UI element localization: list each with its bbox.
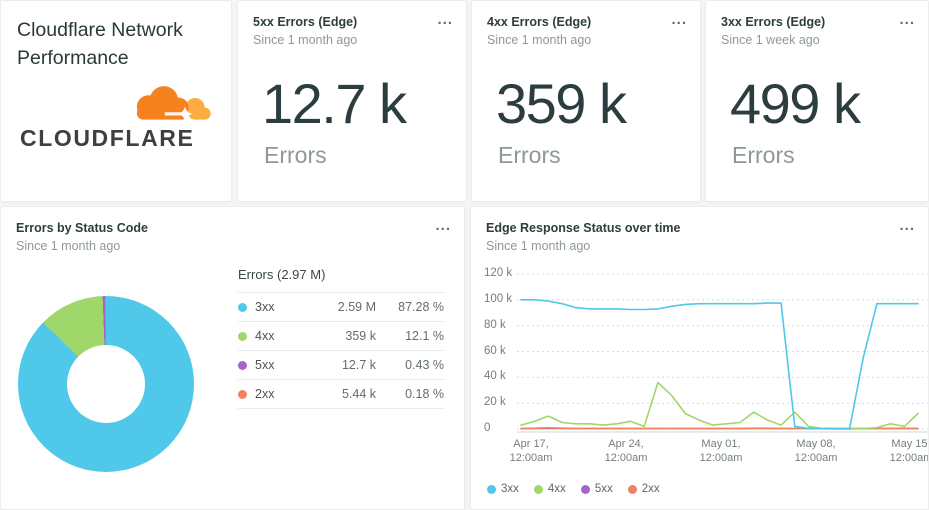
series-dot-4xx: [238, 331, 247, 341]
row-value: 12.7 k: [341, 358, 376, 372]
x-axis-tick: May 15, 12:00am: [889, 438, 929, 464]
legend-label: 5xx: [594, 483, 613, 495]
stat-unit-label: Errors: [264, 142, 327, 168]
row-percent: 87.28 %: [398, 300, 444, 314]
y-axis-tick: 100 k: [484, 293, 513, 305]
timeseries-legend: 3xx 4xx 5xx 2xx: [487, 483, 660, 495]
donut-legend-title: Errors (2.97 M): [238, 267, 444, 293]
table-row-5xx[interactable]: 5xx 12.7 k 0.43 %: [238, 351, 444, 380]
card-subtitle: Since 1 month ago: [16, 239, 121, 253]
series-dot-2xx: [627, 484, 637, 494]
row-label: 5xx: [255, 358, 275, 372]
stat-unit-label: Errors: [732, 142, 795, 168]
cloudflare-cloud-icon: [136, 86, 211, 122]
dashboard-title: Cloudflare Network Performance: [17, 19, 183, 69]
stat-card-3xx: 3xx Errors (Edge) Since 1 week ago ... 4…: [705, 0, 929, 202]
row-value: 2.59 M: [337, 300, 376, 314]
table-row-2xx[interactable]: 2xx 5.44 k 0.18 %: [238, 380, 444, 409]
donut-legend-table: Errors (2.97 M) 3xx 2.59 M 87.28 % 4xx 3…: [238, 267, 444, 409]
legend-label: 4xx: [547, 483, 566, 495]
row-label: 2xx: [255, 387, 275, 401]
card-menu-icon[interactable]: ...: [899, 11, 915, 28]
card-subtitle: Since 1 week ago: [721, 33, 820, 47]
row-percent: 0.18 %: [405, 387, 444, 401]
y-axis-tick: 80 k: [484, 319, 506, 331]
stat-card-4xx: 4xx Errors (Edge) Since 1 month ago ... …: [471, 0, 701, 202]
errors-by-status-card: Errors by Status Code Since 1 month ago …: [0, 206, 465, 510]
card-subtitle: Since 1 month ago: [487, 33, 592, 47]
legend-label: 3xx: [501, 483, 519, 495]
y-axis-tick: 60 k: [484, 345, 506, 357]
card-menu-icon[interactable]: ...: [435, 217, 451, 234]
row-label: 4xx: [255, 329, 275, 343]
row-value: 5.44 k: [341, 387, 376, 401]
y-axis-tick: 40 k: [484, 370, 506, 382]
card-header: Edge Response Status over time Since 1 m…: [486, 217, 915, 253]
series-dot-5xx: [580, 484, 590, 494]
timeseries-plot[interactable]: [471, 267, 929, 442]
row-label: 3xx: [255, 300, 275, 314]
row-percent: 0.43 %: [405, 358, 444, 372]
y-axis-tick: 120 k: [484, 267, 513, 279]
stat-value-4xx: 359 k: [496, 72, 627, 135]
series-dot-5xx: [238, 360, 247, 370]
card-title: Errors by Status Code: [16, 221, 148, 235]
y-axis-tick: 20 k: [484, 396, 506, 408]
series-dot-3xx: [487, 484, 496, 494]
legend-item-3xx[interactable]: 3xx: [487, 483, 519, 495]
x-axis-tick: May 08, 12:00am: [794, 438, 838, 464]
cloudflare-wordmark: CLOUDFLARE: [20, 125, 195, 151]
card-title: 4xx Errors (Edge): [487, 15, 592, 29]
cloudflare-logo: CLOUDFLARE: [17, 83, 216, 158]
card-header: 3xx Errors (Edge) Since 1 week ago ...: [721, 11, 915, 47]
stat-unit-label: Errors: [498, 142, 561, 168]
card-menu-icon[interactable]: ...: [437, 11, 453, 28]
stat-value-3xx: 499 k: [730, 72, 861, 135]
brand-card: Cloudflare Network Performance CLOUDFLAR…: [0, 0, 232, 202]
card-title: Edge Response Status over time: [486, 221, 681, 235]
legend-item-4xx[interactable]: 4xx: [533, 483, 566, 495]
legend-label: 2xx: [641, 483, 660, 495]
card-subtitle: Since 1 month ago: [486, 239, 591, 253]
card-menu-icon[interactable]: ...: [899, 217, 915, 234]
stat-card-5xx: 5xx Errors (Edge) Since 1 month ago ... …: [237, 0, 467, 202]
y-axis-tick: 0: [484, 422, 491, 434]
card-subtitle: Since 1 month ago: [253, 33, 358, 47]
donut-hole: [67, 345, 145, 423]
row-value: 359 k: [345, 329, 376, 343]
card-header: 4xx Errors (Edge) Since 1 month ago ...: [487, 11, 687, 47]
edge-response-status-card: Edge Response Status over time Since 1 m…: [470, 206, 929, 510]
stat-value-5xx: 12.7 k: [262, 72, 407, 135]
legend-item-5xx[interactable]: 5xx: [580, 483, 613, 495]
card-title: 5xx Errors (Edge): [253, 15, 358, 29]
card-header: Errors by Status Code Since 1 month ago …: [16, 217, 451, 253]
row-percent: 12.1 %: [405, 329, 444, 343]
x-axis-tick: Apr 17, 12:00am: [509, 438, 553, 464]
x-axis-tick: May 01, 12:00am: [699, 438, 743, 464]
series-dot-4xx: [533, 484, 543, 494]
card-header: 5xx Errors (Edge) Since 1 month ago ...: [253, 11, 453, 47]
x-axis-tick: Apr 24, 12:00am: [604, 438, 648, 464]
card-title: 3xx Errors (Edge): [721, 15, 826, 29]
legend-item-2xx[interactable]: 2xx: [627, 483, 660, 495]
donut-chart[interactable]: [18, 296, 194, 472]
series-dot-3xx: [238, 302, 247, 312]
series-dot-2xx: [238, 389, 247, 399]
table-row-4xx[interactable]: 4xx 359 k 12.1 %: [238, 322, 444, 351]
card-menu-icon[interactable]: ...: [671, 11, 687, 28]
table-row-3xx[interactable]: 3xx 2.59 M 87.28 %: [238, 293, 444, 322]
